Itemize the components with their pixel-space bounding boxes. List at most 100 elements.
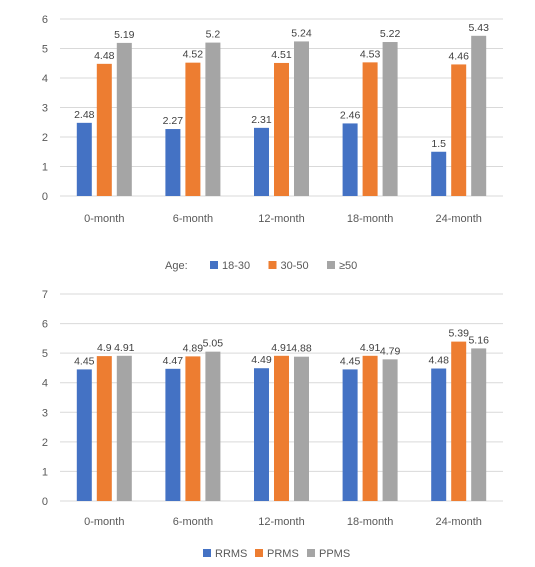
x-tick-label: 24-month [435,516,481,528]
x-tick-label: 12-month [258,516,304,528]
bar-50-24-month [471,35,487,196]
bar-PRMS-18-month [362,355,378,501]
data-label: 4.45 [74,355,95,367]
data-label: 5.43 [468,22,489,34]
bar-50-18-month [382,42,398,197]
data-label: 5.2 [206,29,221,41]
legend-label: RRMS [215,548,247,560]
y-tick-label: 3 [42,103,48,115]
bar-PRMS-0-month [96,356,112,501]
bar-1830-12-month [254,127,269,196]
legend-label: ≥50 [339,260,357,272]
bar-1830-6-month [165,129,181,196]
legend-swatch [307,549,315,557]
bar-RRMS-18-month [342,369,358,501]
legend-swatch [203,549,211,557]
y-tick-label: 1 [42,162,48,174]
y-tick-label: 5 [42,348,48,360]
legend-title: Age: [165,260,188,272]
bar-RRMS-0-month [76,369,92,501]
data-label: 2.46 [340,109,361,121]
bar-PPMS-24-month [471,348,487,501]
bar-1830-18-month [342,123,358,196]
data-label: 5.39 [448,328,469,340]
data-label: 4.91 [360,342,381,354]
data-label: 5.22 [380,28,401,40]
bar-1830-24-month [431,151,447,196]
bar-PPMS-12-month [294,356,309,501]
data-label: 4.51 [271,49,292,61]
bar-RRMS-24-month [431,368,447,501]
data-label: 4.45 [340,355,361,367]
data-label: 5.24 [291,27,312,39]
bar-RRMS-6-month [165,368,181,501]
x-tick-label: 12-month [258,213,304,225]
data-label: 4.47 [163,355,184,367]
legend-swatch [210,261,218,269]
bar-3050-0-month [96,63,112,197]
bar-1830-0-month [76,122,92,196]
y-tick-label: 5 [42,44,48,56]
legend-swatch [327,261,335,269]
y-tick-label: 0 [42,191,48,203]
data-label: 5.19 [114,29,135,41]
bar-3050-18-month [362,62,378,196]
chart-age: 0 1 2 3 4 5 6 2.48 4.48 5.19 0-month 2.27 4.525.2 6-m… [42,14,503,272]
data-label: 4.79 [380,345,401,357]
data-label: 4.91 [271,342,292,354]
data-label: 4.89 [183,342,204,354]
data-label: 5.16 [468,334,489,346]
y-tick-label: 6 [42,319,48,331]
data-label: 4.46 [448,50,469,62]
bar-RRMS-12-month [254,368,269,501]
bar-50-6-month [205,42,221,196]
bar-3050-12-month [274,62,289,196]
y-tick-label: 1 [42,466,48,478]
data-label: 4.52 [183,49,204,61]
y-tick-label: 6 [42,14,48,26]
y-tick-label: 7 [42,289,48,301]
data-label: 5.05 [203,338,224,350]
bar-3050-6-month [185,62,201,196]
data-label: 4.88 [291,343,312,355]
y-tick-label: 2 [42,132,48,144]
x-tick-label: 18-month [347,213,393,225]
y-tick-label: 4 [42,73,48,85]
bar-50-12-month [294,41,309,196]
data-label: 2.27 [163,115,184,127]
bar-PPMS-6-month [205,351,221,501]
legend-label: 30-50 [281,260,309,272]
bar-PRMS-6-month [185,356,201,501]
legend-swatch [268,261,277,269]
y-tick-label: 0 [42,496,48,508]
y-tick-label: 3 [42,407,48,419]
legend-label: PPMS [319,548,350,560]
legend-swatch [255,549,263,557]
y-tick-label: 2 [42,437,48,449]
bar-PRMS-24-month [451,341,467,501]
legend-label: 18-30 [222,260,250,272]
data-label: 2.48 [74,109,95,121]
bar-PRMS-12-month [274,355,289,501]
x-tick-label: 24-month [435,213,481,225]
legend-label: PRMS [267,548,299,560]
data-label: 1.5 [431,138,446,150]
data-label: 4.48 [94,50,115,62]
x-tick-label: 18-month [347,516,393,528]
bar-PPMS-0-month [116,355,132,501]
data-label: 2.31 [251,114,272,126]
x-tick-label: 6-month [173,516,213,528]
y-tick-label: 4 [42,378,48,390]
data-label: 4.49 [251,354,272,366]
x-tick-label: 6-month [173,213,213,225]
data-label: 4.91 [114,342,135,354]
data-label: 4.9 [97,342,112,354]
data-label: 4.48 [428,355,449,367]
x-tick-label: 0-month [84,213,124,225]
bar-3050-24-month [451,64,467,197]
x-tick-label: 0-month [84,516,124,528]
bar-PPMS-18-month [382,359,398,501]
data-label: 4.53 [360,48,381,60]
